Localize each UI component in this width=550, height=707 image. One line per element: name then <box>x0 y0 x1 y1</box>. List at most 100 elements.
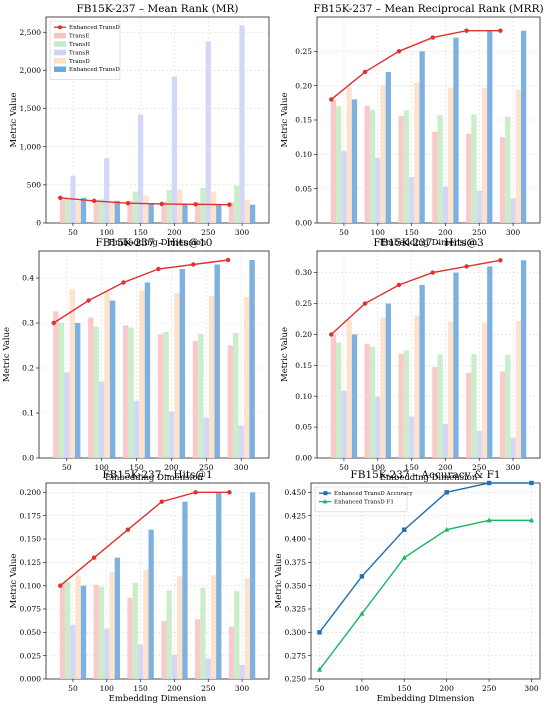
bar-transe <box>364 343 370 458</box>
x-tick-label: 100 <box>100 684 115 693</box>
y-axis-label: Metric Value <box>2 327 12 382</box>
chart-panel-6: 50 100 150 200 250 300 0.250 0.275 0.300 0.325 0.3… <box>274 469 541 704</box>
marker-enhanced-transd-f1 <box>444 526 450 532</box>
bar-transh <box>437 115 443 223</box>
x-tick-label: 250 <box>472 463 487 472</box>
point-enhanced-transd <box>225 257 231 263</box>
bar-enhanced-transd <box>385 71 391 223</box>
bar-transd <box>210 575 217 679</box>
bar-transr <box>133 400 140 458</box>
marker-enhanced-transd-accuracy <box>402 527 407 532</box>
axes-frame <box>45 16 270 224</box>
bar-transe <box>398 115 404 223</box>
bar-enhanced-transd <box>216 492 222 679</box>
legend-marker <box>58 25 62 30</box>
x-tick-label: 250 <box>472 228 487 237</box>
x-tick-label: 300 <box>235 684 250 693</box>
bar-enhanced-transd <box>114 200 120 223</box>
bar-enhanced-transd <box>179 269 186 458</box>
line-enhanced-transd-accuracy <box>318 482 532 633</box>
bar-transd <box>109 571 115 679</box>
bar-enhanced-transd <box>148 529 154 679</box>
bar-transr <box>137 644 144 679</box>
bar-transh <box>200 187 206 223</box>
x-tick-label: 200 <box>438 228 453 237</box>
bar-transr <box>375 157 381 223</box>
y-tick-label: 0.150 <box>20 535 42 544</box>
bar-transh <box>98 199 105 223</box>
bar-transh <box>505 116 511 223</box>
bar-transd <box>143 195 149 223</box>
bar-enhanced-transd <box>351 99 358 223</box>
bar-transd <box>346 87 352 223</box>
x-tick-label: 100 <box>100 228 115 237</box>
bar-enhanced-transd <box>214 264 220 458</box>
y-tick-label: 0.20 <box>295 330 312 339</box>
bar-transh <box>166 190 172 223</box>
point-enhanced-transd <box>193 490 198 495</box>
bar-enhanced-transd <box>419 51 425 224</box>
bar-transe <box>499 371 506 458</box>
point-enhanced-transd <box>464 264 469 269</box>
legend-box <box>314 486 408 513</box>
legend-swatch-transr <box>54 49 66 56</box>
y-tick-label: 2,500 <box>20 28 42 37</box>
bar-transe <box>127 597 133 679</box>
bar-transr <box>476 430 482 458</box>
bar-enhanced-transd <box>487 266 493 458</box>
legend-box <box>49 20 121 80</box>
y-tick-label: 0.125 <box>20 558 42 567</box>
bar-transd <box>448 321 454 458</box>
bar-enhanced-transd <box>74 323 81 458</box>
bar-enhanced-transd <box>144 282 151 458</box>
x-tick-label: 100 <box>95 463 110 472</box>
bar-transh <box>336 106 342 223</box>
bar-transd <box>209 296 215 458</box>
bar-transd <box>139 290 145 458</box>
bar-transr <box>341 150 347 223</box>
bar-transr <box>205 41 211 224</box>
bar-transh <box>505 354 511 458</box>
y-tick-label: 0.400 <box>285 535 307 544</box>
bar-transd <box>515 89 521 223</box>
x-tick-label: 200 <box>438 463 453 472</box>
bar-transh <box>369 346 376 458</box>
bar-transr <box>442 186 449 223</box>
x-tick-label: 150 <box>404 228 419 237</box>
bar-transr <box>239 25 245 223</box>
bar-transe <box>88 317 94 458</box>
y-tick-label: 0.350 <box>285 581 307 590</box>
point-enhanced-transd <box>91 198 97 204</box>
bar-transe <box>195 202 201 223</box>
x-tick-label: 150 <box>397 684 412 693</box>
point-enhanced-transd <box>58 583 63 588</box>
y-tick-label: 0.00 <box>295 219 312 228</box>
bar-transe <box>127 200 133 223</box>
bar-enhanced-transd <box>182 501 188 679</box>
x-tick-label: 50 <box>339 463 349 472</box>
bar-enhanced-transd <box>487 30 493 223</box>
bar-transr <box>98 381 105 458</box>
chart-title: FB15K-237 – Hits@10 <box>96 237 213 249</box>
bar-transd <box>177 189 183 223</box>
bar-transd <box>243 296 250 458</box>
bar-transe <box>228 626 235 679</box>
marker-enhanced-transd-f1 <box>316 666 323 672</box>
bar-transe <box>161 621 167 679</box>
bar-enhanced-transd <box>182 203 188 223</box>
bar-transe <box>122 325 129 458</box>
bar-transr <box>171 654 178 679</box>
line-enhanced-transd <box>330 30 501 100</box>
chart-panel-4: 50 100 150 200 250 300 0.00 0.05 0.10 0.15 0.20 0.2… <box>280 237 541 483</box>
x-tick-label: 200 <box>167 228 182 237</box>
x-tick-label: 250 <box>201 228 216 237</box>
point-enhanced-transd <box>156 266 161 272</box>
legend-swatch-transd <box>54 58 66 64</box>
chart-panel-3: 50 100 150 200 250 300 0.0 0.1 0.2 0.3 0.4 FB15K-23… <box>2 237 270 483</box>
chart-title: FB15K-237 – Mean Reciprocal Rank (MRR) <box>313 3 543 15</box>
point-enhanced-transd <box>362 301 368 306</box>
bar-transh <box>65 198 71 223</box>
y-tick-label: 0.425 <box>285 511 307 520</box>
bar-transd <box>244 200 250 223</box>
